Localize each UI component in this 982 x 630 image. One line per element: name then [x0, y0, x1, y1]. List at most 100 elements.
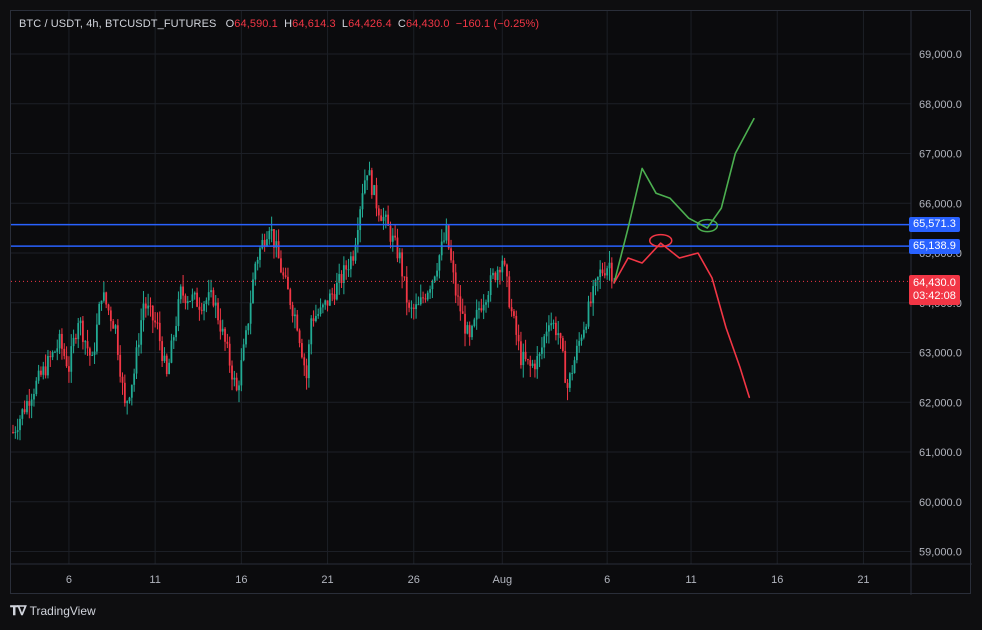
candle: [284, 267, 287, 279]
candle-body: [154, 320, 157, 323]
candle: [168, 358, 171, 375]
candle: [116, 319, 119, 361]
candle: [33, 388, 35, 407]
candle: [26, 394, 28, 415]
candle: [492, 268, 494, 280]
candle-body: [328, 293, 331, 306]
candle: [240, 348, 243, 392]
candle-body: [301, 343, 303, 358]
candle: [522, 343, 525, 378]
candle-body: [182, 286, 184, 296]
candle-body: [70, 346, 73, 372]
candle-body: [461, 311, 464, 314]
candle: [575, 339, 578, 364]
candle: [506, 263, 508, 288]
candle: [219, 308, 222, 340]
candle: [212, 287, 215, 308]
candle: [23, 400, 26, 415]
candle: [63, 343, 66, 360]
candle-body: [592, 286, 595, 304]
candle-body: [363, 180, 366, 194]
candle-body: [513, 311, 515, 316]
candle: [298, 328, 301, 348]
candle-body: [384, 214, 387, 217]
candle: [75, 333, 77, 344]
candle-body: [387, 214, 390, 226]
candle: [210, 279, 212, 298]
candle-body: [529, 360, 532, 366]
candle: [303, 353, 306, 376]
candle: [277, 229, 280, 259]
candle-body: [466, 325, 469, 334]
candle: [564, 340, 567, 384]
candle: [587, 295, 590, 329]
symbol-label[interactable]: BTC / USDT, 4h, BTCUSDT_FUTURES: [19, 18, 217, 30]
price-tick-label: 67,000.0: [919, 149, 962, 161]
candle-body: [396, 237, 399, 259]
candle-body: [552, 322, 555, 324]
candle-body: [77, 323, 80, 340]
candle-body: [12, 432, 14, 434]
candle: [280, 250, 282, 274]
candle: [501, 255, 504, 281]
candle: [154, 312, 157, 328]
candle-body: [475, 309, 478, 320]
candle-body: [366, 175, 369, 181]
candle: [49, 350, 52, 368]
candle: [317, 308, 320, 319]
candle-body: [291, 305, 294, 317]
candle-body: [242, 344, 245, 361]
candle-body: [249, 303, 252, 324]
candle-body: [550, 323, 553, 326]
candle-body: [235, 377, 238, 391]
candle: [352, 250, 355, 266]
candle-body: [82, 320, 84, 342]
candle: [172, 334, 175, 350]
price-tick-label: 61,000.0: [919, 447, 962, 459]
candle-body: [259, 248, 261, 260]
chart-frame[interactable]: 69,000.0 68,000.0 67,000.0 66,000.0 65,000.0…: [10, 10, 972, 595]
candle-body: [380, 215, 383, 221]
candle: [294, 307, 296, 329]
candle: [529, 355, 532, 378]
candle-body: [594, 279, 597, 287]
candle-body: [210, 290, 212, 293]
candle: [91, 351, 94, 356]
candle: [405, 266, 408, 316]
candle: [252, 272, 254, 304]
candle-body: [184, 295, 187, 304]
candle: [135, 340, 138, 379]
candle: [489, 268, 492, 302]
candle: [47, 349, 49, 379]
candle-body: [412, 307, 415, 310]
candle-body: [326, 300, 329, 306]
candle-body: [287, 276, 289, 290]
candle-body: [252, 279, 254, 304]
candle-body: [61, 333, 63, 349]
level-upper-tag[interactable]: 65,571.3: [909, 217, 960, 232]
candle-body: [280, 258, 282, 273]
candle: [412, 303, 415, 320]
candle-body: [266, 239, 268, 246]
candle-body: [165, 355, 168, 375]
time-tick-label: 26: [408, 574, 420, 586]
candle: [51, 350, 54, 361]
candle-body: [14, 431, 17, 433]
candle-body: [151, 305, 154, 321]
candle: [42, 361, 45, 380]
level-lower-tag[interactable]: 65,138.9: [909, 239, 960, 254]
price-chart[interactable]: 69,000.068,000.067,000.066,000.065,000.0…: [11, 11, 972, 595]
candle: [464, 305, 466, 347]
candle-body: [186, 301, 189, 304]
candle-body: [49, 356, 52, 358]
candle: [28, 388, 31, 419]
candle: [335, 272, 338, 301]
candle-body: [478, 308, 480, 310]
candle-body: [587, 301, 590, 327]
candle-body: [42, 366, 45, 375]
candle-body: [408, 302, 410, 308]
candle-body: [338, 274, 341, 283]
candle: [384, 210, 387, 229]
candle-body: [200, 309, 203, 311]
tradingview-logo[interactable]: 𝐓∇ TradingView: [10, 603, 96, 619]
